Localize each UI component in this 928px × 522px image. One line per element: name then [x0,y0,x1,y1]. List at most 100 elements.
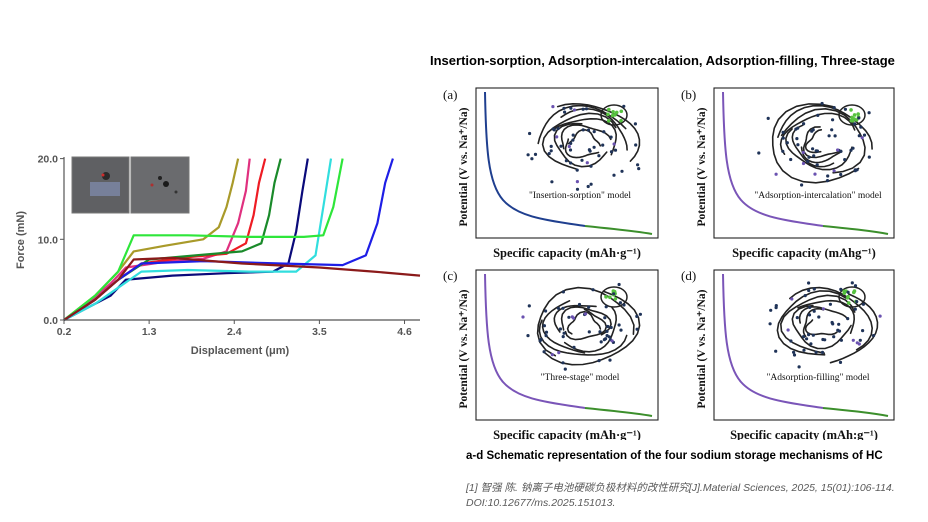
discharge-curve-sloping [722,91,824,227]
sodium-dot [801,161,806,166]
sodium-dot [538,339,542,343]
sodium-dot [587,330,591,334]
x-tick-label: 2.4 [227,326,242,338]
sodium-dot [802,335,806,339]
sodium-dot [859,125,863,129]
sodium-dot [831,118,835,122]
sodium-dot [613,148,618,152]
pore-sodium-dot [606,112,610,117]
sodium-dot [807,333,811,337]
sodium-dot [789,339,793,343]
pore-sodium-dot [846,294,850,299]
panel-letter: (c) [443,268,457,283]
sodium-dot [586,184,590,189]
graphene-layer [564,308,608,341]
sodium-dot [795,316,799,320]
pore-outline [838,104,866,126]
sodium-dot [581,107,585,111]
sodium-dot [836,328,840,332]
sodium-dot [800,183,804,187]
sodium-dot [796,143,800,147]
sodium-dot [850,281,854,285]
sodium-dot [781,136,785,140]
sodium-dot [617,282,621,287]
sodium-dot [839,338,843,342]
sodium-dot [544,330,549,334]
sodium-dot [557,351,561,355]
sodium-dot [828,302,832,306]
sodium-dot [806,159,810,164]
sodium-dot [572,108,577,112]
series-line-6 [63,158,333,321]
y-tick-label: 0.0 [43,315,58,327]
reference-citation: [1] 智强 陈. 钠离子电池硬碳负极材料的改性研究[J].Material S… [466,481,926,511]
inset-mark-4 [174,190,178,194]
sodium-dot [551,105,555,109]
graphene-layer [779,294,856,354]
sodium-dot [802,348,806,352]
sodium-dot [831,322,835,326]
sodium-dot [785,141,789,145]
sodium-dot [808,305,812,309]
pore-outline [600,286,628,308]
graphene-layer [538,319,628,356]
discharge-curve-plateau [822,225,889,235]
sodium-dot [826,174,830,178]
inset-image-right [130,156,190,214]
graphene-layer [541,112,617,170]
panel-y-label: Potential (V vs. Na⁺/Na) [696,289,708,408]
sodium-dot [586,128,591,132]
sodium-dot [867,111,871,115]
sodium-dot [820,350,825,354]
graphene-layer [566,310,602,335]
panel-y-label: Potential (V vs. Na⁺/Na) [458,107,470,226]
panel-x-label: Specific capacity (mAh·g⁻¹) [493,246,641,260]
sodium-dot [807,288,811,293]
sodium-dot [598,330,602,334]
schematic-panel: (c)Potential (V vs. Na⁺/Na) Specific capa… [443,268,659,440]
graphene-layer [553,122,608,168]
sodium-dot [604,337,608,341]
sodium-dot [612,142,616,146]
sodium-dot [542,324,546,328]
reference-line-1: [1] 智强 陈. 钠离子电池硬碳负极材料的改性研究[J].Material S… [466,482,895,494]
sodium-dot [585,161,589,165]
sodium-dot [583,312,588,316]
series-line-9 [63,256,421,321]
sodium-dot [815,163,819,167]
sodium-dot [564,159,568,163]
sodium-dot [801,150,805,155]
sodium-dot [544,309,548,313]
sodium-dot [805,337,809,341]
sodium-dot [606,324,610,329]
sodium-dot [820,101,824,106]
sodium-dot [607,335,611,339]
sodium-dot [853,284,858,288]
sodium-dot [561,306,565,310]
reference-line-2: DOI:10.12677/ms.2025.151013. [466,497,616,509]
y-tick-label: 10.0 [38,234,59,246]
sodium-dot [814,350,818,354]
sodium-dot [533,152,538,156]
sodium-dot [561,335,565,339]
sodium-dot [812,154,816,158]
discharge-curve-sloping [722,273,824,409]
series-line-2 [63,158,251,321]
sodium-dot [812,287,816,291]
sodium-dot [609,325,613,330]
sodium-dot [846,290,850,294]
sodium-dot [619,328,623,332]
sodium-dot [867,155,871,159]
sodium-dot [792,350,796,354]
sodium-storage-schematic: (a)Potential (V vs. Na⁺/Na)Specific capa… [443,87,895,440]
model-label: "Insertion-sorption" model [529,191,631,201]
sodium-dot [853,307,857,311]
sodium-dot [587,148,591,152]
pore-sodium-dot [852,113,857,117]
pore-sodium-dot [851,290,856,295]
sodium-dot [521,315,525,319]
discharge-curve-plateau [822,407,889,417]
sodium-dot [602,130,606,134]
graphene-layer [567,129,602,147]
sodium-dot [587,305,591,309]
